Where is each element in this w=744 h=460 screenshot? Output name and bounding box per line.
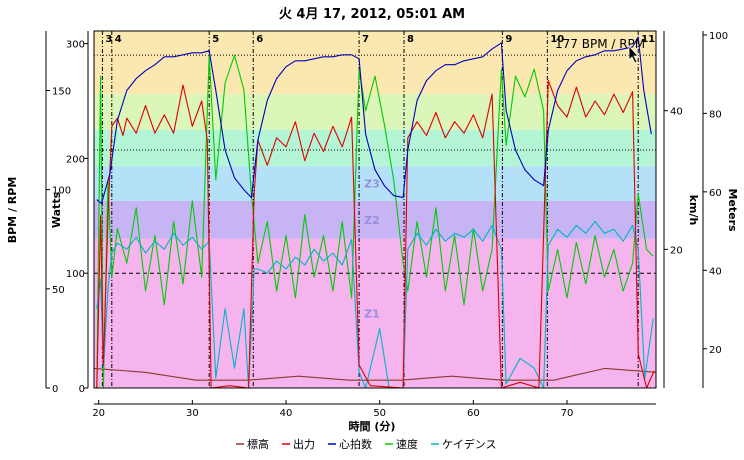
- legend: 標高 出力 心拍数 速度 ケイデンス: [236, 437, 497, 451]
- legend-label-0: 標高: [247, 437, 269, 451]
- axis-tick-label-0-2: 100: [52, 186, 71, 197]
- legend-label-2: 心拍数: [339, 437, 372, 451]
- x-tick-label-3: 50: [373, 408, 386, 419]
- axis-tick-label-3-1: 40: [709, 266, 722, 277]
- series-line-4: [96, 220, 654, 389]
- x-axis-label: 時間 (分): [349, 419, 396, 433]
- axis-tick-label-2-1: 40: [670, 107, 683, 118]
- zone-band-4: [94, 200, 656, 239]
- x-tick-label-0: 20: [92, 408, 105, 419]
- axis-tick-label-1-2: 200: [66, 154, 85, 165]
- series-line-2: [96, 36, 652, 205]
- chart-title: 火 4月 17, 2012, 05:01 AM: [279, 7, 465, 22]
- power-zones: Z3 Z2 Z1: [94, 31, 656, 388]
- lap-label-3: 6: [256, 34, 263, 45]
- kmh-axis-label: km/h: [687, 195, 700, 226]
- bpm-axis-label: BPM / RPM: [6, 177, 19, 244]
- lap-label-1: 4: [115, 34, 122, 45]
- zone-label-4: Z2: [364, 214, 380, 227]
- cursor-arrow-icon: [628, 44, 639, 64]
- tooltip-text: 177 BPM / RPM: [555, 37, 645, 51]
- series-line-3: [96, 54, 654, 389]
- lap-label-8: 11: [641, 34, 655, 45]
- zone-label-5: Z1: [364, 307, 380, 320]
- axis-tick-label-1-3: 300: [66, 40, 85, 51]
- series-line-1: [96, 79, 655, 389]
- legend-label-1: 出力: [293, 437, 315, 451]
- series-line-0: [93, 367, 657, 381]
- tooltip: 177 BPM / RPM: [555, 37, 645, 64]
- lap-label-0: 3: [105, 34, 112, 45]
- reference-lines: [94, 54, 656, 274]
- axis-tick-label-0-0: 0: [52, 384, 58, 395]
- plot-frame: [93, 30, 657, 389]
- axis-tick-label-1-0: 0: [79, 384, 85, 395]
- zone-band-5: [94, 238, 656, 388]
- axis-tick-label-2-0: 20: [670, 245, 683, 256]
- watts-axis-label: Watts: [50, 191, 63, 228]
- zone-band-2: [94, 129, 656, 167]
- legend-label-4: ケイデンス: [442, 437, 497, 451]
- x-tick-label-2: 40: [280, 408, 293, 419]
- zone-band-3: [94, 166, 656, 201]
- axis-tick-label-3-3: 80: [709, 109, 722, 120]
- x-tick-label-5: 70: [561, 408, 574, 419]
- x-tick-label-1: 30: [186, 408, 199, 419]
- zone-label-3: Z3: [364, 178, 380, 191]
- axis-tick-label-3-4: 100: [709, 31, 728, 42]
- axis-tick-label-3-0: 20: [709, 345, 722, 356]
- legend-label-3: 速度: [396, 437, 418, 451]
- lap-label-7: 10: [550, 34, 564, 45]
- data-series: [93, 36, 657, 389]
- axis-tick-label-0-3: 150: [52, 87, 71, 98]
- axis-tick-label-1-1: 100: [66, 269, 85, 280]
- lap-label-4: 7: [362, 34, 369, 45]
- lap-label-2: 5: [212, 34, 219, 45]
- lap-label-6: 9: [505, 34, 512, 45]
- axis-tick-label-0-1: 50: [52, 285, 65, 296]
- axis-tick-label-3-2: 60: [709, 188, 722, 199]
- x-tick-label-4: 60: [467, 408, 480, 419]
- zone-band-0: [94, 31, 656, 95]
- lap-label-5: 8: [407, 34, 414, 45]
- meters-axis-label: Meters: [726, 188, 739, 232]
